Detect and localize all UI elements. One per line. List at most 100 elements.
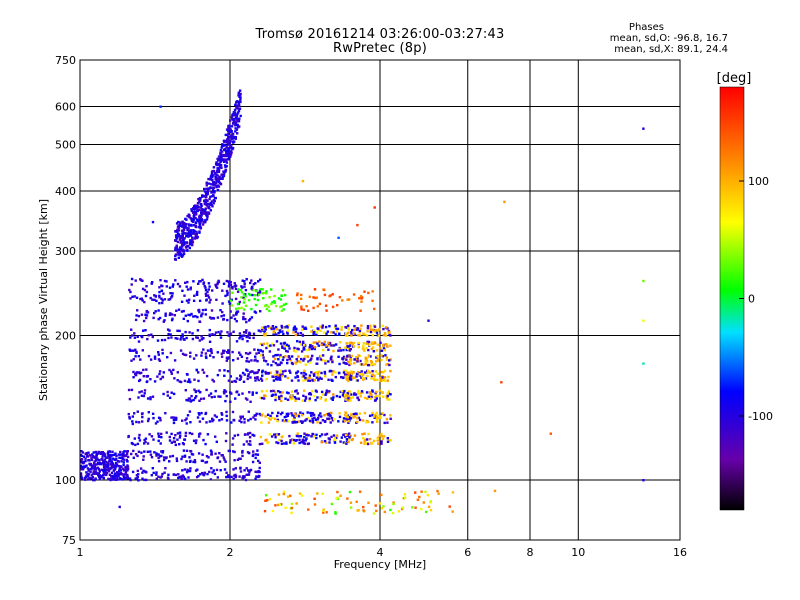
data-point: [277, 395, 281, 398]
data-point: [134, 453, 138, 456]
data-point: [223, 154, 226, 158]
data-point: [185, 336, 188, 340]
chart-title: Tromsø 20161214 03:26:00-03:27:43: [255, 27, 505, 42]
data-point: [244, 295, 247, 298]
data-point: [206, 349, 210, 352]
data-point: [426, 493, 430, 497]
data-point: [274, 362, 278, 365]
data-point: [178, 380, 181, 383]
data-point: [236, 357, 240, 360]
data-point: [174, 443, 177, 447]
data-point: [349, 378, 353, 381]
data-point: [294, 327, 297, 330]
data-point: [197, 309, 200, 312]
data-point: [371, 328, 375, 331]
data-point: [141, 287, 145, 291]
data-point: [205, 356, 208, 360]
data-point: [244, 478, 248, 482]
data-point: [168, 329, 171, 332]
data-point: [318, 302, 322, 306]
data-point: [306, 411, 309, 414]
data-point: [124, 472, 127, 475]
data-point: [252, 332, 256, 335]
data-point: [205, 455, 209, 458]
data-point: [345, 342, 348, 345]
data-point: [284, 397, 287, 400]
data-point: [184, 232, 188, 235]
data-point: [279, 330, 282, 334]
data-point: [188, 224, 191, 227]
x-tick-label: 6: [464, 546, 471, 559]
data-point: [314, 296, 317, 300]
data-point: [273, 294, 276, 298]
data-point: [259, 288, 262, 291]
data-point: [174, 418, 178, 421]
data-point: [332, 434, 336, 437]
data-point: [184, 281, 187, 284]
data-point: [313, 288, 317, 291]
data-point: [221, 454, 224, 457]
data-point: [353, 362, 356, 365]
data-point: [169, 351, 173, 355]
data-point: [280, 503, 283, 506]
data-point: [115, 454, 118, 458]
data-point: [203, 471, 206, 474]
data-point: [122, 453, 125, 456]
data-point: [375, 416, 379, 419]
data-point: [381, 412, 384, 415]
data-point: [206, 294, 210, 297]
data-point: [312, 341, 315, 344]
data-point: [338, 415, 342, 419]
data-point: [304, 397, 308, 400]
data-point: [330, 355, 333, 358]
data-point: [359, 309, 362, 312]
data-point: [420, 507, 423, 511]
data-point: [199, 203, 202, 206]
data-point: [112, 463, 115, 467]
data-point: [340, 328, 343, 331]
data-point: [369, 355, 372, 358]
data-point: [204, 200, 207, 204]
data-point: [342, 361, 345, 364]
data-point: [150, 282, 153, 285]
data-point: [227, 155, 231, 158]
data-point: [208, 316, 212, 319]
data-point: [333, 437, 336, 440]
data-point: [171, 454, 175, 458]
data-point: [277, 358, 280, 361]
data-point: [337, 420, 340, 423]
data-point: [234, 297, 238, 301]
data-point: [265, 307, 269, 311]
data-point: [303, 442, 307, 445]
data-point: [338, 347, 342, 350]
data-point: [173, 314, 176, 317]
data-point: [277, 297, 281, 300]
data-point: [233, 317, 237, 321]
data-point: [341, 357, 344, 360]
data-point: [221, 302, 224, 305]
data-point: [325, 389, 328, 392]
data-point: [227, 300, 231, 303]
data-point: [251, 460, 255, 464]
data-point: [374, 370, 377, 373]
data-point: [264, 499, 267, 502]
data-point: [392, 501, 395, 504]
data-point: [186, 249, 189, 252]
data-point: [376, 378, 379, 382]
data-point: [215, 286, 219, 289]
data-point: [308, 397, 311, 400]
data-point: [318, 340, 321, 343]
data-point: [151, 335, 154, 339]
data-point: [180, 255, 184, 258]
data-point: [201, 417, 205, 420]
data-point: [229, 136, 232, 139]
data-point: [233, 474, 236, 477]
data-point: [378, 394, 381, 398]
data-point: [386, 440, 390, 443]
data-point: [250, 307, 253, 311]
data-point: [380, 358, 383, 362]
data-point: [349, 506, 353, 509]
data-point: [245, 440, 249, 443]
data-point: [195, 368, 198, 372]
data-point: [331, 373, 334, 376]
